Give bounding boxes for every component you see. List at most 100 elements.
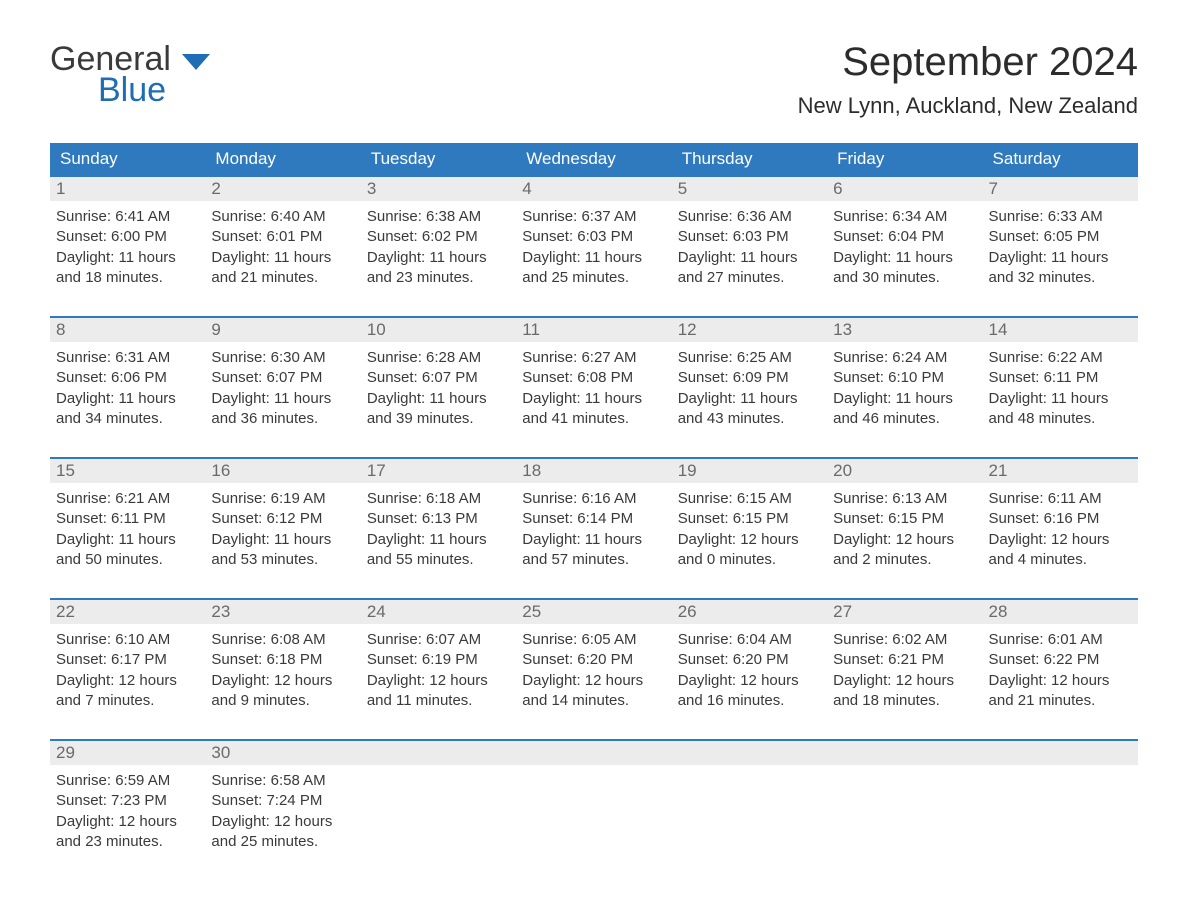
logo-flag-icon [182,40,210,79]
daylight-line-2: and 23 minutes. [56,832,199,852]
weekday-header: Friday [827,143,982,175]
sunrise-line: Sunrise: 6:19 AM [211,489,354,509]
day-number: 9 [205,318,360,342]
day-body: Sunrise: 6:36 AMSunset: 6:03 PMDaylight:… [672,201,827,288]
day-number: 21 [983,459,1138,483]
sunrise-line: Sunrise: 6:08 AM [211,630,354,650]
day-cell: 20Sunrise: 6:13 AMSunset: 6:15 PMDayligh… [827,459,982,570]
sunrise-line: Sunrise: 6:36 AM [678,207,821,227]
sunrise-line: Sunrise: 6:05 AM [522,630,665,650]
day-number: 5 [672,177,827,201]
day-number: 17 [361,459,516,483]
day-cell: 4Sunrise: 6:37 AMSunset: 6:03 PMDaylight… [516,177,671,288]
day-body: Sunrise: 6:37 AMSunset: 6:03 PMDaylight:… [516,201,671,288]
day-number: 29 [50,741,205,765]
logo: General Blue [50,40,210,110]
day-number: 3 [361,177,516,201]
day-body: Sunrise: 6:24 AMSunset: 6:10 PMDaylight:… [827,342,982,429]
daylight-line-2: and 16 minutes. [678,691,821,711]
day-body: Sunrise: 6:41 AMSunset: 6:00 PMDaylight:… [50,201,205,288]
daylight-line-1: Daylight: 11 hours [56,248,199,268]
day-number: 26 [672,600,827,624]
day-number: 25 [516,600,671,624]
day-number: 12 [672,318,827,342]
sunset-line: Sunset: 6:12 PM [211,509,354,529]
sunset-line: Sunset: 6:13 PM [367,509,510,529]
sunset-line: Sunset: 6:17 PM [56,650,199,670]
sunset-line: Sunset: 6:03 PM [678,227,821,247]
day-cell: . [672,741,827,852]
sunset-line: Sunset: 6:15 PM [833,509,976,529]
sunrise-line: Sunrise: 6:27 AM [522,348,665,368]
sunset-line: Sunset: 7:23 PM [56,791,199,811]
daylight-line-1: Daylight: 12 hours [211,671,354,691]
daylight-line-1: Daylight: 11 hours [211,530,354,550]
day-number: 19 [672,459,827,483]
daylight-line-1: Daylight: 12 hours [678,530,821,550]
day-body: Sunrise: 6:59 AMSunset: 7:23 PMDaylight:… [50,765,205,852]
daylight-line-2: and 14 minutes. [522,691,665,711]
day-cell: 29Sunrise: 6:59 AMSunset: 7:23 PMDayligh… [50,741,205,852]
daylight-line-1: Daylight: 12 hours [522,671,665,691]
weekday-header: Saturday [983,143,1138,175]
day-body: Sunrise: 6:15 AMSunset: 6:15 PMDaylight:… [672,483,827,570]
sunrise-line: Sunrise: 6:13 AM [833,489,976,509]
day-number: 14 [983,318,1138,342]
day-number: 23 [205,600,360,624]
day-cell: 16Sunrise: 6:19 AMSunset: 6:12 PMDayligh… [205,459,360,570]
day-number: 2 [205,177,360,201]
daylight-line-2: and 7 minutes. [56,691,199,711]
daylight-line-2: and 57 minutes. [522,550,665,570]
sunrise-line: Sunrise: 6:59 AM [56,771,199,791]
day-body: Sunrise: 6:28 AMSunset: 6:07 PMDaylight:… [361,342,516,429]
day-cell: . [361,741,516,852]
sunset-line: Sunset: 6:16 PM [989,509,1132,529]
day-body: Sunrise: 6:34 AMSunset: 6:04 PMDaylight:… [827,201,982,288]
daylight-line-1: Daylight: 12 hours [989,671,1132,691]
week-row: 15Sunrise: 6:21 AMSunset: 6:11 PMDayligh… [50,457,1138,570]
day-cell: 14Sunrise: 6:22 AMSunset: 6:11 PMDayligh… [983,318,1138,429]
daylight-line-2: and 30 minutes. [833,268,976,288]
daylight-line-1: Daylight: 11 hours [989,389,1132,409]
day-cell: 30Sunrise: 6:58 AMSunset: 7:24 PMDayligh… [205,741,360,852]
daylight-line-1: Daylight: 11 hours [211,248,354,268]
day-body: Sunrise: 6:31 AMSunset: 6:06 PMDaylight:… [50,342,205,429]
sunset-line: Sunset: 6:06 PM [56,368,199,388]
week-row: 29Sunrise: 6:59 AMSunset: 7:23 PMDayligh… [50,739,1138,852]
day-cell: 26Sunrise: 6:04 AMSunset: 6:20 PMDayligh… [672,600,827,711]
location: New Lynn, Auckland, New Zealand [798,93,1138,119]
daylight-line-1: Daylight: 11 hours [522,248,665,268]
daylight-line-2: and 25 minutes. [522,268,665,288]
weekday-header: Thursday [672,143,827,175]
sunrise-line: Sunrise: 6:41 AM [56,207,199,227]
day-number: 20 [827,459,982,483]
daylight-line-1: Daylight: 11 hours [367,389,510,409]
daylight-line-1: Daylight: 12 hours [678,671,821,691]
sunset-line: Sunset: 6:01 PM [211,227,354,247]
calendar: SundayMondayTuesdayWednesdayThursdayFrid… [50,143,1138,852]
sunrise-line: Sunrise: 6:24 AM [833,348,976,368]
day-body: Sunrise: 6:13 AMSunset: 6:15 PMDaylight:… [827,483,982,570]
day-cell: 7Sunrise: 6:33 AMSunset: 6:05 PMDaylight… [983,177,1138,288]
sunrise-line: Sunrise: 6:37 AM [522,207,665,227]
daylight-line-2: and 48 minutes. [989,409,1132,429]
day-number: 13 [827,318,982,342]
sunrise-line: Sunrise: 6:15 AM [678,489,821,509]
day-body: Sunrise: 6:16 AMSunset: 6:14 PMDaylight:… [516,483,671,570]
sunset-line: Sunset: 6:20 PM [522,650,665,670]
daylight-line-2: and 23 minutes. [367,268,510,288]
daylight-line-1: Daylight: 12 hours [833,530,976,550]
sunset-line: Sunset: 6:11 PM [56,509,199,529]
month-title: September 2024 [798,40,1138,85]
daylight-line-1: Daylight: 11 hours [211,389,354,409]
day-cell: 6Sunrise: 6:34 AMSunset: 6:04 PMDaylight… [827,177,982,288]
day-cell: 5Sunrise: 6:36 AMSunset: 6:03 PMDaylight… [672,177,827,288]
day-body: Sunrise: 6:33 AMSunset: 6:05 PMDaylight:… [983,201,1138,288]
day-cell: 17Sunrise: 6:18 AMSunset: 6:13 PMDayligh… [361,459,516,570]
week-row: 22Sunrise: 6:10 AMSunset: 6:17 PMDayligh… [50,598,1138,711]
sunrise-line: Sunrise: 6:28 AM [367,348,510,368]
daylight-line-1: Daylight: 12 hours [833,671,976,691]
week-row: 8Sunrise: 6:31 AMSunset: 6:06 PMDaylight… [50,316,1138,429]
day-number: . [361,741,516,765]
sunrise-line: Sunrise: 6:58 AM [211,771,354,791]
